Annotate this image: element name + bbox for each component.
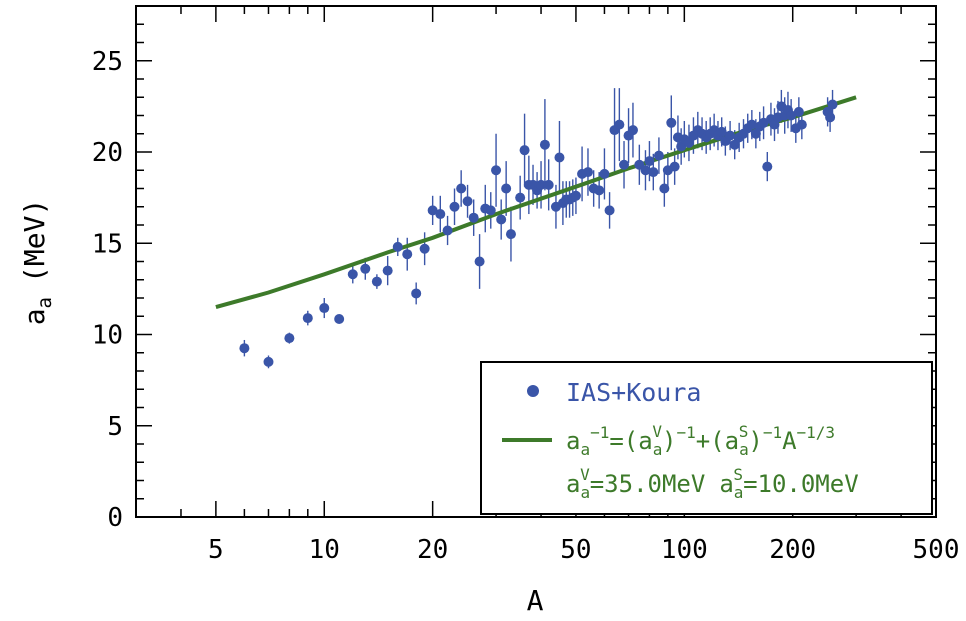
data-point — [239, 343, 250, 354]
data-point — [501, 183, 512, 194]
data-point — [716, 126, 727, 137]
data-point — [827, 99, 838, 110]
data-point — [683, 137, 694, 148]
data-point — [725, 130, 736, 141]
x-tick-label: 5 — [208, 535, 224, 565]
data-point — [419, 243, 430, 254]
data-point — [554, 152, 565, 163]
data-point — [519, 145, 530, 156]
data-point — [619, 159, 630, 170]
x-tick-label: 100 — [661, 535, 708, 565]
data-point — [449, 201, 460, 212]
y-tick-label: 15 — [92, 229, 123, 259]
data-point — [319, 303, 330, 314]
plot-frame — [135, 5, 937, 518]
data-point — [627, 125, 638, 136]
data-point — [302, 313, 313, 324]
data-point — [786, 110, 797, 121]
data-point — [762, 161, 773, 172]
data-point — [793, 106, 804, 117]
y-axis-label-symbol: a — [18, 308, 51, 325]
y-tick-label: 20 — [92, 138, 123, 168]
data-point — [539, 139, 550, 150]
data-point — [644, 156, 655, 167]
data-point — [746, 119, 757, 130]
x-tick-label: 500 — [913, 535, 960, 565]
data-point — [614, 119, 625, 130]
data-point — [360, 263, 371, 274]
data-point — [263, 356, 274, 367]
legend-box — [480, 361, 933, 515]
data-point — [659, 183, 670, 194]
data-point — [666, 117, 677, 128]
y-axis-label-unit: (MeV) — [18, 199, 51, 283]
y-tick-label: 0 — [107, 503, 123, 533]
data-points — [239, 99, 838, 367]
data-point — [669, 161, 680, 172]
data-point — [750, 128, 761, 139]
data-point — [825, 112, 836, 123]
x-tick-label: 50 — [560, 535, 591, 565]
data-point — [640, 165, 651, 176]
data-point — [582, 167, 593, 178]
legend-fit-label-line1: aa−1=(aaV)−1+(aaS)−1A−1/3 — [566, 422, 835, 459]
data-point — [462, 196, 473, 207]
data-point — [796, 119, 807, 130]
data-point — [653, 150, 664, 161]
data-point — [427, 205, 438, 216]
data-point — [284, 333, 295, 344]
data-point — [371, 276, 382, 287]
data-point — [543, 179, 554, 190]
data-point — [604, 205, 615, 216]
data-point — [496, 214, 507, 225]
x-tick-labels: 5 10 20 50 100 200 500 — [208, 535, 959, 565]
data-point — [402, 249, 413, 260]
y-axis-label: aa (MeV) — [18, 199, 56, 326]
x-tick-label: 10 — [309, 535, 340, 565]
data-point — [334, 313, 345, 324]
data-point — [382, 265, 393, 276]
legend-points-marker — [527, 385, 539, 397]
data-point — [474, 256, 485, 267]
x-tick-label: 200 — [769, 535, 816, 565]
legend-fit-label-line2: aaV=35.0MeV aaS=10.0MeV — [566, 465, 859, 502]
legend-points-label: IAS+Koura — [566, 378, 701, 407]
data-point — [599, 168, 610, 179]
y-tick-label: 10 — [92, 321, 123, 351]
y-tick-label: 5 — [107, 412, 123, 442]
y-tick-labels: 0 5 10 15 20 25 — [92, 47, 123, 533]
data-point — [648, 167, 659, 178]
data-point — [392, 241, 403, 252]
data-point — [505, 229, 516, 240]
data-point — [594, 185, 605, 196]
data-point — [515, 192, 526, 203]
x-axis-label: A — [527, 584, 544, 617]
data-point — [468, 212, 479, 223]
data-point — [485, 205, 496, 216]
data-point — [491, 165, 502, 176]
data-point — [411, 288, 422, 299]
data-point — [435, 209, 446, 220]
data-point — [729, 139, 740, 150]
data-point — [347, 269, 358, 280]
y-axis-label-subscript: a — [34, 297, 56, 308]
data-point — [570, 190, 581, 201]
data-point — [456, 183, 467, 194]
data-point — [442, 225, 453, 236]
x-tick-label: 20 — [417, 535, 448, 565]
y-tick-label: 25 — [92, 47, 123, 77]
svg-text:aa(MeV): aa (MeV) — [18, 199, 56, 326]
legend: IAS+Koura aa−1=(aaV)−1+(aaS)−1A−1/3 aaV=… — [480, 361, 933, 515]
data-point — [536, 179, 547, 190]
